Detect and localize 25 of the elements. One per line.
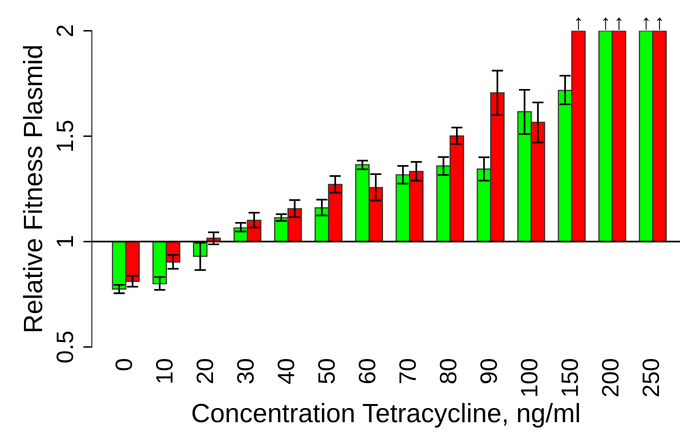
x-tick-label: 60 [358,359,376,384]
y-tick-label: 1.5 [56,120,74,151]
x-tick-label: 100 [520,359,538,396]
x-tick-label: 50 [318,359,335,384]
x-tick-label: 250 [642,359,660,396]
x-tick-label: 70 [399,359,416,384]
y-axis-title: Relative Fitness Plasmid [22,46,42,332]
x-tick-label: 10 [156,359,173,383]
x-tick-label: 80 [440,359,456,384]
data-label: ↑ [644,18,649,30]
data-label: ↑ [576,18,581,30]
y-tick-label: 1 [56,236,74,246]
x-axis-title: Concentration Tetracycline, ng/ml [192,403,579,428]
x-tick-label: 150 [561,359,578,396]
data-label: ↑ [603,18,608,30]
x-tick-label: 90 [480,359,498,384]
y-tick-label: 0.5 [56,332,74,362]
x-tick-label: 30 [237,359,254,384]
x-tick-label: 0 [115,359,132,370]
data-label: ↑ [616,18,622,30]
data-label: ↑ [657,18,662,30]
y-tick-label: 2 [56,25,74,36]
x-tick-label: 20 [196,359,214,384]
x-tick-label: 200 [602,359,619,396]
x-tick-label: 40 [278,359,294,384]
